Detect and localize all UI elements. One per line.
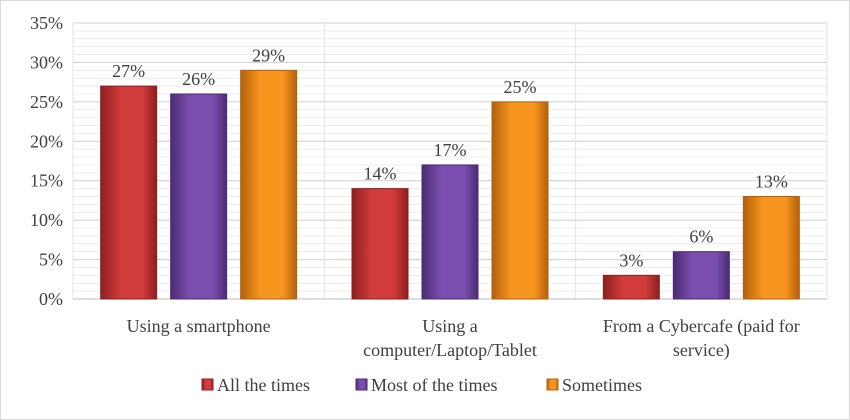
data-label: 6%	[689, 227, 713, 247]
data-label: 14%	[364, 164, 397, 184]
category-label: Using a smartphone	[127, 316, 271, 336]
legend: All the times Most of the times Sometimes	[201, 375, 642, 395]
category-label: Using a	[422, 316, 478, 336]
data-label: 17%	[434, 140, 467, 160]
legend-swatch	[546, 378, 559, 391]
bar-sometimes-0	[240, 69, 298, 300]
data-label: 25%	[504, 77, 537, 97]
y-tick-label: 0%	[39, 289, 63, 309]
bar-sometimes-1	[491, 101, 549, 300]
category-label: service)	[673, 340, 730, 361]
category-label: computer/Laptop/Tablet	[363, 340, 537, 360]
y-tick-label: 15%	[30, 171, 63, 191]
data-label: 3%	[619, 250, 643, 270]
category-label: From a Cybercafe (paid for	[603, 316, 800, 337]
y-tick-label: 5%	[39, 250, 63, 270]
data-labels: 27% 26% 29% 14% 17% 25% 3% 6% 13%	[112, 45, 788, 270]
y-tick-label: 25%	[30, 92, 63, 112]
data-label: 13%	[755, 171, 788, 191]
data-label: 26%	[182, 69, 215, 89]
bar-most-of-the-times-0	[170, 93, 228, 300]
y-tick-label: 20%	[30, 131, 63, 151]
data-label: 27%	[112, 61, 145, 81]
legend-label: Most of the times	[371, 375, 498, 395]
legend-label: All the times	[217, 375, 310, 395]
y-tick-label: 35%	[30, 13, 63, 33]
bar-most-of-the-times-2	[672, 251, 730, 300]
bar-most-of-the-times-1	[421, 164, 479, 300]
y-tick-label: 30%	[30, 52, 63, 72]
bar-all-the-times-0	[100, 85, 158, 300]
bar-sometimes-2	[742, 195, 800, 300]
legend-swatch	[201, 378, 214, 391]
legend-label: Sometimes	[562, 375, 642, 395]
data-label: 29%	[252, 45, 285, 65]
legend-swatch	[355, 378, 368, 391]
y-tick-label: 10%	[30, 210, 63, 230]
bar-all-the-times-2	[602, 274, 660, 300]
bar-all-the-times-1	[351, 188, 409, 300]
x-axis-categories: Using a smartphone Using a computer/Laptop…	[127, 316, 800, 361]
bars	[100, 69, 800, 300]
